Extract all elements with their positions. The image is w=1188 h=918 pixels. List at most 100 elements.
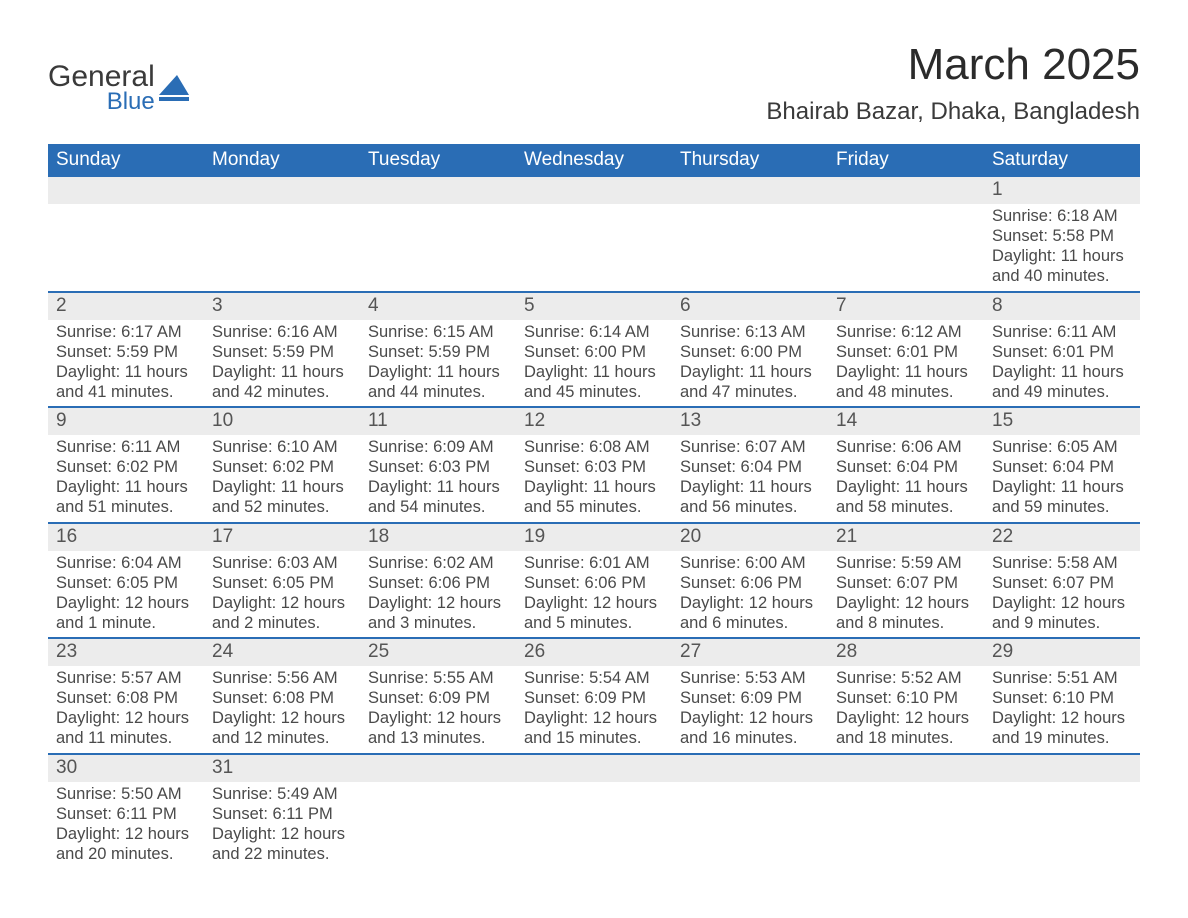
sunset-line: Sunset: 6:06 PM xyxy=(524,573,664,593)
day-number: 15 xyxy=(984,408,1140,435)
day-number: 4 xyxy=(360,293,516,320)
day-details: Sunrise: 5:55 AMSunset: 6:09 PMDaylight:… xyxy=(360,666,516,753)
day-details xyxy=(672,204,828,282)
day-details: Sunrise: 6:02 AMSunset: 6:06 PMDaylight:… xyxy=(360,551,516,638)
sunrise-line: Sunrise: 6:16 AM xyxy=(212,322,352,342)
day-details xyxy=(828,204,984,282)
calendar-cell xyxy=(204,177,360,292)
day-details: Sunrise: 6:06 AMSunset: 6:04 PMDaylight:… xyxy=(828,435,984,522)
daylight-line: Daylight: 12 hours and 1 minute. xyxy=(56,593,196,633)
sunset-line: Sunset: 6:09 PM xyxy=(680,688,820,708)
day-details xyxy=(360,204,516,282)
weekday-header: Wednesday xyxy=(516,144,672,177)
sunrise-line: Sunrise: 6:14 AM xyxy=(524,322,664,342)
daylight-line: Daylight: 12 hours and 2 minutes. xyxy=(212,593,352,633)
weekday-header: Friday xyxy=(828,144,984,177)
sunrise-line: Sunrise: 6:09 AM xyxy=(368,437,508,457)
sunset-line: Sunset: 6:06 PM xyxy=(680,573,820,593)
day-details: Sunrise: 6:05 AMSunset: 6:04 PMDaylight:… xyxy=(984,435,1140,522)
calendar-cell: 20Sunrise: 6:00 AMSunset: 6:06 PMDayligh… xyxy=(672,523,828,639)
sunset-line: Sunset: 6:08 PM xyxy=(212,688,352,708)
sunrise-line: Sunrise: 5:55 AM xyxy=(368,668,508,688)
calendar-cell: 13Sunrise: 6:07 AMSunset: 6:04 PMDayligh… xyxy=(672,407,828,523)
calendar-cell: 5Sunrise: 6:14 AMSunset: 6:00 PMDaylight… xyxy=(516,292,672,408)
daylight-line: Daylight: 12 hours and 9 minutes. xyxy=(992,593,1132,633)
sunset-line: Sunset: 5:59 PM xyxy=(212,342,352,362)
day-details: Sunrise: 6:10 AMSunset: 6:02 PMDaylight:… xyxy=(204,435,360,522)
weekday-header: Saturday xyxy=(984,144,1140,177)
day-number: 10 xyxy=(204,408,360,435)
daylight-line: Daylight: 11 hours and 56 minutes. xyxy=(680,477,820,517)
day-details xyxy=(204,204,360,282)
daylight-line: Daylight: 12 hours and 3 minutes. xyxy=(368,593,508,633)
sunset-line: Sunset: 6:07 PM xyxy=(836,573,976,593)
day-details: Sunrise: 6:18 AMSunset: 5:58 PMDaylight:… xyxy=(984,204,1140,291)
calendar-cell: 23Sunrise: 5:57 AMSunset: 6:08 PMDayligh… xyxy=(48,638,204,754)
day-details xyxy=(672,782,828,860)
weekday-header: Thursday xyxy=(672,144,828,177)
sunset-line: Sunset: 5:58 PM xyxy=(992,226,1132,246)
day-number: 1 xyxy=(984,177,1140,204)
brand-logo-text: General Blue xyxy=(48,62,155,114)
day-details: Sunrise: 6:11 AMSunset: 6:02 PMDaylight:… xyxy=(48,435,204,522)
sunrise-line: Sunrise: 6:06 AM xyxy=(836,437,976,457)
day-number xyxy=(516,177,672,204)
calendar-week-row: 2Sunrise: 6:17 AMSunset: 5:59 PMDaylight… xyxy=(48,292,1140,408)
day-number xyxy=(984,755,1140,782)
sunrise-line: Sunrise: 6:18 AM xyxy=(992,206,1132,226)
sunset-line: Sunset: 6:01 PM xyxy=(836,342,976,362)
calendar-cell xyxy=(48,177,204,292)
day-number: 2 xyxy=(48,293,204,320)
calendar-cell xyxy=(516,177,672,292)
calendar-cell: 28Sunrise: 5:52 AMSunset: 6:10 PMDayligh… xyxy=(828,638,984,754)
calendar-cell: 17Sunrise: 6:03 AMSunset: 6:05 PMDayligh… xyxy=(204,523,360,639)
daylight-line: Daylight: 11 hours and 48 minutes. xyxy=(836,362,976,402)
daylight-line: Daylight: 12 hours and 8 minutes. xyxy=(836,593,976,633)
daylight-line: Daylight: 12 hours and 16 minutes. xyxy=(680,708,820,748)
calendar-cell: 16Sunrise: 6:04 AMSunset: 6:05 PMDayligh… xyxy=(48,523,204,639)
brand-logo: General Blue xyxy=(48,40,189,114)
brand-sail-icon xyxy=(159,75,189,101)
day-details: Sunrise: 6:07 AMSunset: 6:04 PMDaylight:… xyxy=(672,435,828,522)
calendar-cell xyxy=(672,177,828,292)
daylight-line: Daylight: 11 hours and 55 minutes. xyxy=(524,477,664,517)
day-number: 27 xyxy=(672,639,828,666)
calendar-cell: 12Sunrise: 6:08 AMSunset: 6:03 PMDayligh… xyxy=(516,407,672,523)
title-block: March 2025 Bhairab Bazar, Dhaka, Banglad… xyxy=(766,40,1140,126)
location-subtitle: Bhairab Bazar, Dhaka, Bangladesh xyxy=(766,98,1140,126)
calendar-cell xyxy=(360,754,516,869)
day-number xyxy=(360,755,516,782)
sunrise-line: Sunrise: 6:01 AM xyxy=(524,553,664,573)
day-number: 6 xyxy=(672,293,828,320)
day-number: 31 xyxy=(204,755,360,782)
calendar-cell: 4Sunrise: 6:15 AMSunset: 5:59 PMDaylight… xyxy=(360,292,516,408)
day-number: 19 xyxy=(516,524,672,551)
day-details: Sunrise: 6:08 AMSunset: 6:03 PMDaylight:… xyxy=(516,435,672,522)
day-details xyxy=(360,782,516,860)
day-details xyxy=(828,782,984,860)
calendar-cell: 1Sunrise: 6:18 AMSunset: 5:58 PMDaylight… xyxy=(984,177,1140,292)
sunrise-line: Sunrise: 5:53 AM xyxy=(680,668,820,688)
weekday-header: Tuesday xyxy=(360,144,516,177)
sunrise-line: Sunrise: 5:56 AM xyxy=(212,668,352,688)
daylight-line: Daylight: 12 hours and 15 minutes. xyxy=(524,708,664,748)
sunset-line: Sunset: 6:02 PM xyxy=(212,457,352,477)
daylight-line: Daylight: 12 hours and 11 minutes. xyxy=(56,708,196,748)
day-number: 5 xyxy=(516,293,672,320)
day-details xyxy=(48,204,204,282)
sunset-line: Sunset: 5:59 PM xyxy=(368,342,508,362)
calendar-week-row: 9Sunrise: 6:11 AMSunset: 6:02 PMDaylight… xyxy=(48,407,1140,523)
sunrise-line: Sunrise: 5:57 AM xyxy=(56,668,196,688)
calendar-cell xyxy=(672,754,828,869)
calendar-cell xyxy=(984,754,1140,869)
day-number xyxy=(672,755,828,782)
day-number: 13 xyxy=(672,408,828,435)
day-details: Sunrise: 6:13 AMSunset: 6:00 PMDaylight:… xyxy=(672,320,828,407)
day-number xyxy=(204,177,360,204)
calendar-cell: 30Sunrise: 5:50 AMSunset: 6:11 PMDayligh… xyxy=(48,754,204,869)
calendar-table: SundayMondayTuesdayWednesdayThursdayFrid… xyxy=(48,144,1140,868)
calendar-body: 1Sunrise: 6:18 AMSunset: 5:58 PMDaylight… xyxy=(48,177,1140,868)
day-details: Sunrise: 5:49 AMSunset: 6:11 PMDaylight:… xyxy=(204,782,360,869)
daylight-line: Daylight: 11 hours and 41 minutes. xyxy=(56,362,196,402)
calendar-cell: 19Sunrise: 6:01 AMSunset: 6:06 PMDayligh… xyxy=(516,523,672,639)
